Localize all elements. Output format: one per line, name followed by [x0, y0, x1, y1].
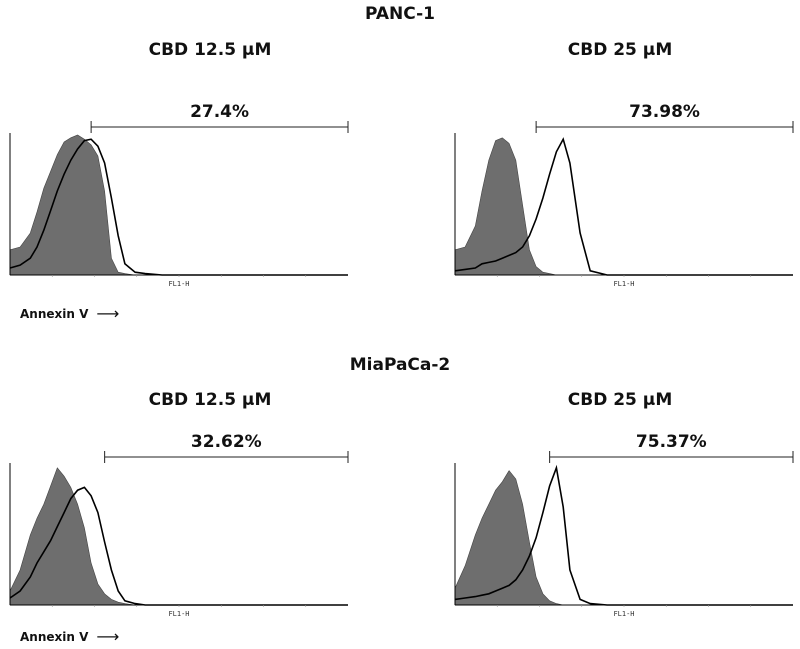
annexin-axis-note: Annexin V ⟶	[20, 627, 119, 646]
x-axis-label: FL1-H	[613, 610, 634, 618]
gate-percent-label: 75.37%	[636, 432, 707, 452]
right-arrow-icon: ⟶	[96, 627, 120, 646]
panel-title: CBD 12.5 µM	[148, 40, 272, 60]
control-histogram-area	[454, 137, 793, 276]
annexin-label: Annexin V	[20, 629, 89, 644]
control-histogram-area	[454, 470, 793, 606]
panel-title: CBD 12.5 µM	[148, 390, 272, 410]
treated-histogram-line	[9, 138, 348, 276]
control-histogram-area	[9, 134, 348, 276]
panel-title: CBD 25 µM	[567, 40, 673, 60]
group-title-miapaca2: MiaPaCa-2	[349, 355, 451, 375]
x-axis-label: FL1-H	[168, 610, 189, 618]
treated-histogram-line	[454, 137, 793, 276]
x-axis-label: FL1-H	[168, 280, 189, 288]
histogram-panel-panc1-12-5: 27.4% FL1-H	[9, 102, 349, 288]
annexin-axis-note: Annexin V ⟶	[20, 304, 119, 323]
annexin-label: Annexin V	[20, 306, 89, 321]
gate-percent-label: 73.98%	[629, 102, 700, 122]
gate-percent-label: 27.4%	[190, 102, 249, 122]
panel-title: CBD 25 µM	[567, 390, 673, 410]
control-histogram-area	[9, 467, 348, 606]
group-title-panc1: PANC-1	[364, 4, 436, 24]
treated-histogram-line	[9, 486, 348, 606]
x-axis-label: FL1-H	[613, 280, 634, 288]
gate-percent-label: 32.62%	[191, 432, 262, 452]
treated-histogram-line	[454, 464, 793, 606]
histogram-panel-panc1-25: 73.98% FL1-H	[454, 102, 794, 288]
histogram-panel-miapaca2-12-5: 32.62% FL1-H	[9, 432, 349, 618]
right-arrow-icon: ⟶	[96, 304, 120, 323]
histogram-panel-miapaca2-25: 75.37% FL1-H	[454, 432, 794, 618]
